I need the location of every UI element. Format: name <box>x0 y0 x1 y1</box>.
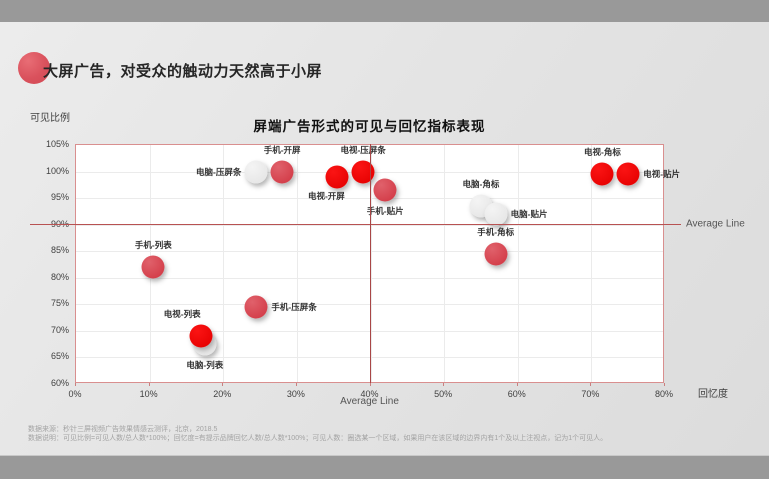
x-axis-tickmark <box>222 383 224 386</box>
x-tick-label: 20% <box>213 389 232 399</box>
y-tick-label: 95% <box>50 192 69 203</box>
data-point-电视-压屏条 <box>351 160 375 184</box>
data-point-label: 电脑-贴片 <box>510 209 548 220</box>
y-tick-label: 60% <box>50 378 69 388</box>
letterbox-top <box>0 0 769 22</box>
y-tick-label: 85% <box>50 245 69 256</box>
data-point-手机-角标 <box>484 242 508 266</box>
x-axis-tickmark <box>590 383 592 386</box>
data-point-电视-贴片 <box>616 162 640 186</box>
data-point-手机-开屏 <box>270 160 294 184</box>
gridline-vertical <box>591 145 593 382</box>
footer-source-line: 数据来源：秒针三屏视频广告效果情感云测评，北京，2018.5 <box>28 426 218 433</box>
y-tick-label: 100% <box>45 165 69 176</box>
data-point-label: 电视-压屏条 <box>340 144 386 155</box>
x-axis-tickmark <box>369 383 371 386</box>
x-axis-tickmark <box>664 383 665 386</box>
x-tick-label: 30% <box>286 389 305 399</box>
data-point-label: 手机-角标 <box>477 226 515 237</box>
data-point-label: 电视-贴片 <box>643 169 681 180</box>
data-point-手机-压屏条 <box>244 295 268 319</box>
slide-title: 大屏广告，对受众的触动力天然高于小屏 <box>43 63 323 80</box>
gridline-vertical <box>370 145 372 382</box>
data-point-label: 手机-开屏 <box>263 144 301 155</box>
y-tick-label: 75% <box>50 298 69 309</box>
gridline-vertical <box>223 145 225 382</box>
x-tick-label: 60% <box>507 389 526 399</box>
average-line-label-right: Average Line <box>686 218 745 230</box>
x-tick-label: 70% <box>581 389 600 399</box>
gridline-vertical <box>296 145 298 382</box>
data-point-label: 电视-角标 <box>583 147 621 158</box>
x-axis-tickmark <box>295 383 297 386</box>
data-point-手机-贴片 <box>373 178 397 202</box>
average-line-vertical <box>369 144 371 383</box>
red-circle-bullet-icon <box>18 52 50 84</box>
footer-note-line: 数据说明：可见比例=可见人数/总人数*100%；回忆度=有提示品牌回忆人数/总人… <box>28 435 608 442</box>
data-point-label: 电视-开屏 <box>307 190 345 201</box>
y-axis-title: 可见比例 <box>30 113 70 124</box>
gridline-vertical <box>444 145 446 382</box>
data-point-手机-列表 <box>141 255 165 279</box>
y-tick-label: 80% <box>50 271 69 282</box>
x-tick-label: 80% <box>654 389 673 399</box>
data-point-label: 手机-列表 <box>134 240 172 251</box>
data-point-电视-开屏 <box>325 165 349 189</box>
average-line-label-bottom: Average Line <box>340 396 399 407</box>
x-axis-tickmark <box>75 383 76 386</box>
y-tick-label: 65% <box>50 351 69 362</box>
x-axis-tickmark <box>148 383 150 386</box>
letterbox-bottom <box>0 455 769 479</box>
x-tick-label: 40% <box>360 389 379 399</box>
data-point-label: 电脑-角标 <box>462 179 500 190</box>
x-axis-title: 回忆度 <box>698 389 728 400</box>
x-tick-label: 0% <box>68 389 82 399</box>
footer: 数据来源：秒针三屏视频广告效果情感云测评，北京，2018.5 数据说明：可见比例… <box>28 425 748 443</box>
data-point-label: 手机-贴片 <box>366 206 404 217</box>
x-axis-tickmark <box>443 383 445 386</box>
data-point-电视-列表 <box>189 324 213 348</box>
data-point-label: 电视-列表 <box>163 309 201 320</box>
x-tick-label: 10% <box>139 389 158 399</box>
y-tick-label: 105% <box>45 139 69 149</box>
x-axis-tickmark <box>516 383 518 386</box>
gridline-vertical <box>517 145 519 382</box>
data-point-label: 电脑-压屏条 <box>196 166 242 177</box>
x-tick-label: 50% <box>434 389 453 399</box>
data-point-电视-角标 <box>590 162 614 186</box>
data-point-label: 电脑-列表 <box>186 360 224 371</box>
data-point-电脑-压屏条 <box>244 160 268 184</box>
y-tick-label: 70% <box>50 324 69 335</box>
chart-title: 屏端广告形式的可见与回忆指标表现 <box>253 119 486 134</box>
average-line-horizontal <box>30 223 681 225</box>
data-point-label: 手机-压屏条 <box>271 301 317 312</box>
data-point-电脑-贴片 <box>484 202 508 226</box>
